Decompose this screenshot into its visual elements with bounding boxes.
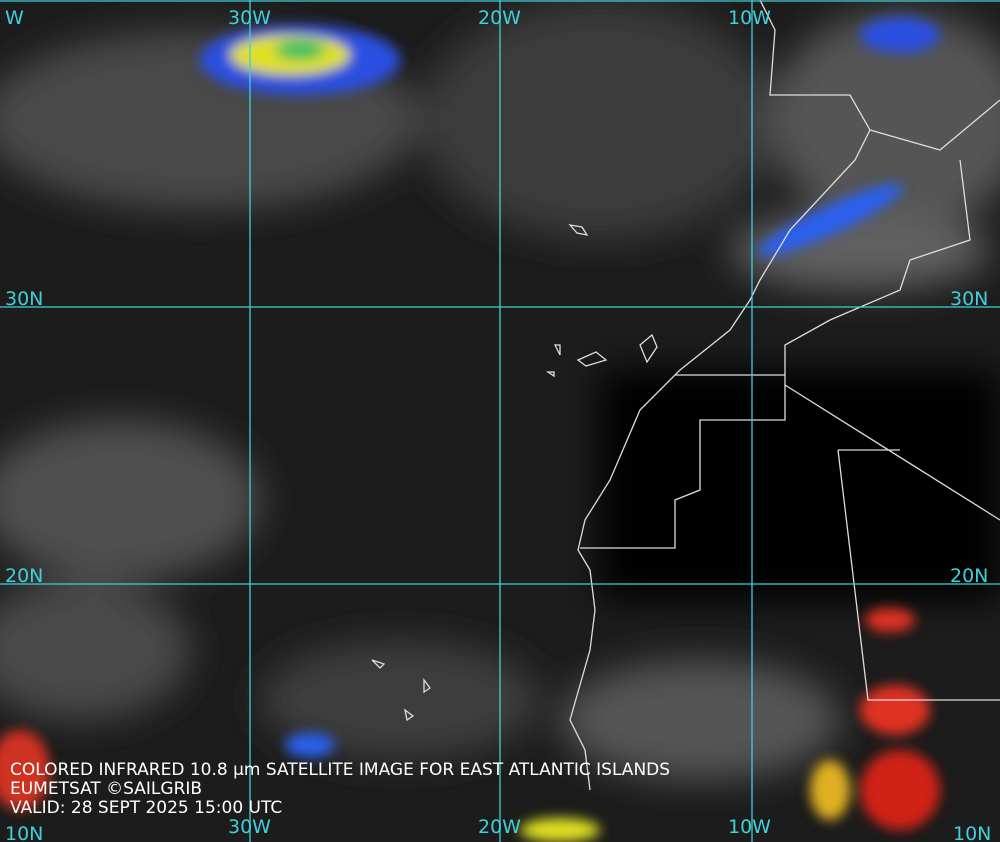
- caption: EUMETSAT ©SAILGRIB: [10, 779, 202, 799]
- grid-label: 10N: [953, 823, 991, 842]
- clouds: [0, 0, 1000, 780]
- caption: COLORED INFRARED 10.8 µm SATELLITE IMAGE…: [10, 760, 670, 780]
- grid-label: 20N: [5, 565, 43, 587]
- grid-label: 20N: [950, 565, 988, 587]
- grid-label: 10N: [5, 823, 43, 842]
- coastlines: [371, 0, 1000, 791]
- grid-label: 30N: [950, 288, 988, 310]
- grid-label: 20W: [478, 816, 521, 838]
- caption: VALID: 28 SEPT 2025 15:00 UTC: [10, 798, 282, 818]
- grid-label: 20W: [478, 7, 521, 29]
- grid-label: W: [5, 7, 24, 29]
- grid-label: 30W: [228, 7, 271, 29]
- grid-label: 10W: [728, 7, 771, 29]
- grid-label: 30W: [228, 816, 271, 838]
- grid-label: 10W: [728, 816, 771, 838]
- grid-label: 30N: [5, 288, 43, 310]
